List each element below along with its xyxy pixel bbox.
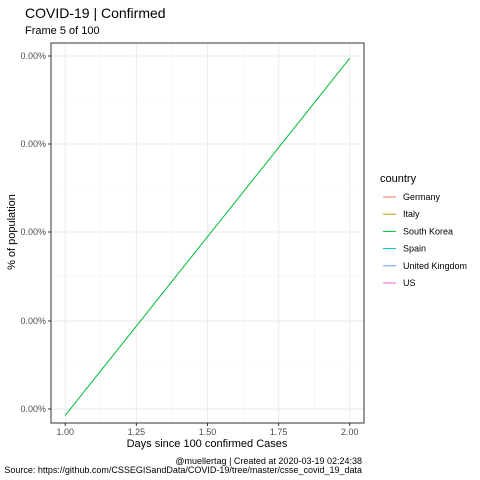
legend-label: United Kingdom (403, 261, 467, 271)
y-tick-label: 0.00% (20, 316, 46, 326)
y-tick-label: 0.00% (20, 404, 46, 414)
caption-credit: @muellertag | Created at 2020-03-19 02:2… (175, 456, 362, 466)
y-tick-label: 0.00% (20, 51, 46, 61)
legend-label: Spain (403, 244, 426, 254)
caption-source: Source: https://github.com/CSSEGISandDat… (4, 465, 362, 475)
legend-label: US (403, 278, 416, 288)
x-tick-label: 1.50 (199, 427, 217, 437)
legend-label: Italy (403, 209, 420, 219)
y-tick-label: 0.00% (20, 139, 46, 149)
chart-subtitle: Frame 5 of 100 (25, 25, 100, 37)
x-axis-label: Days since 100 confirmed Cases (127, 438, 288, 450)
y-tick-label: 0.00% (20, 227, 46, 237)
x-tick-label: 1.25 (128, 427, 146, 437)
plot-panel: 1.00 1.25 1.50 1.75 2.00 0.00% 0.00% 0.00% 0.00%… (20, 42, 365, 437)
x-tick-label: 2.00 (341, 427, 359, 437)
y-axis-label: % of population (6, 194, 18, 270)
series-line (64, 57, 351, 416)
x-tick-label: 1.75 (270, 427, 288, 437)
legend-title: country (380, 173, 417, 185)
legend-label: Germany (403, 192, 441, 202)
chart-title: COVID-19 | Confirmed (25, 5, 166, 21)
legend-label: South Korea (403, 226, 453, 236)
legend: country Germany Italy South Korea Spain Unit… (380, 173, 467, 288)
x-tick-label: 1.00 (56, 427, 74, 437)
